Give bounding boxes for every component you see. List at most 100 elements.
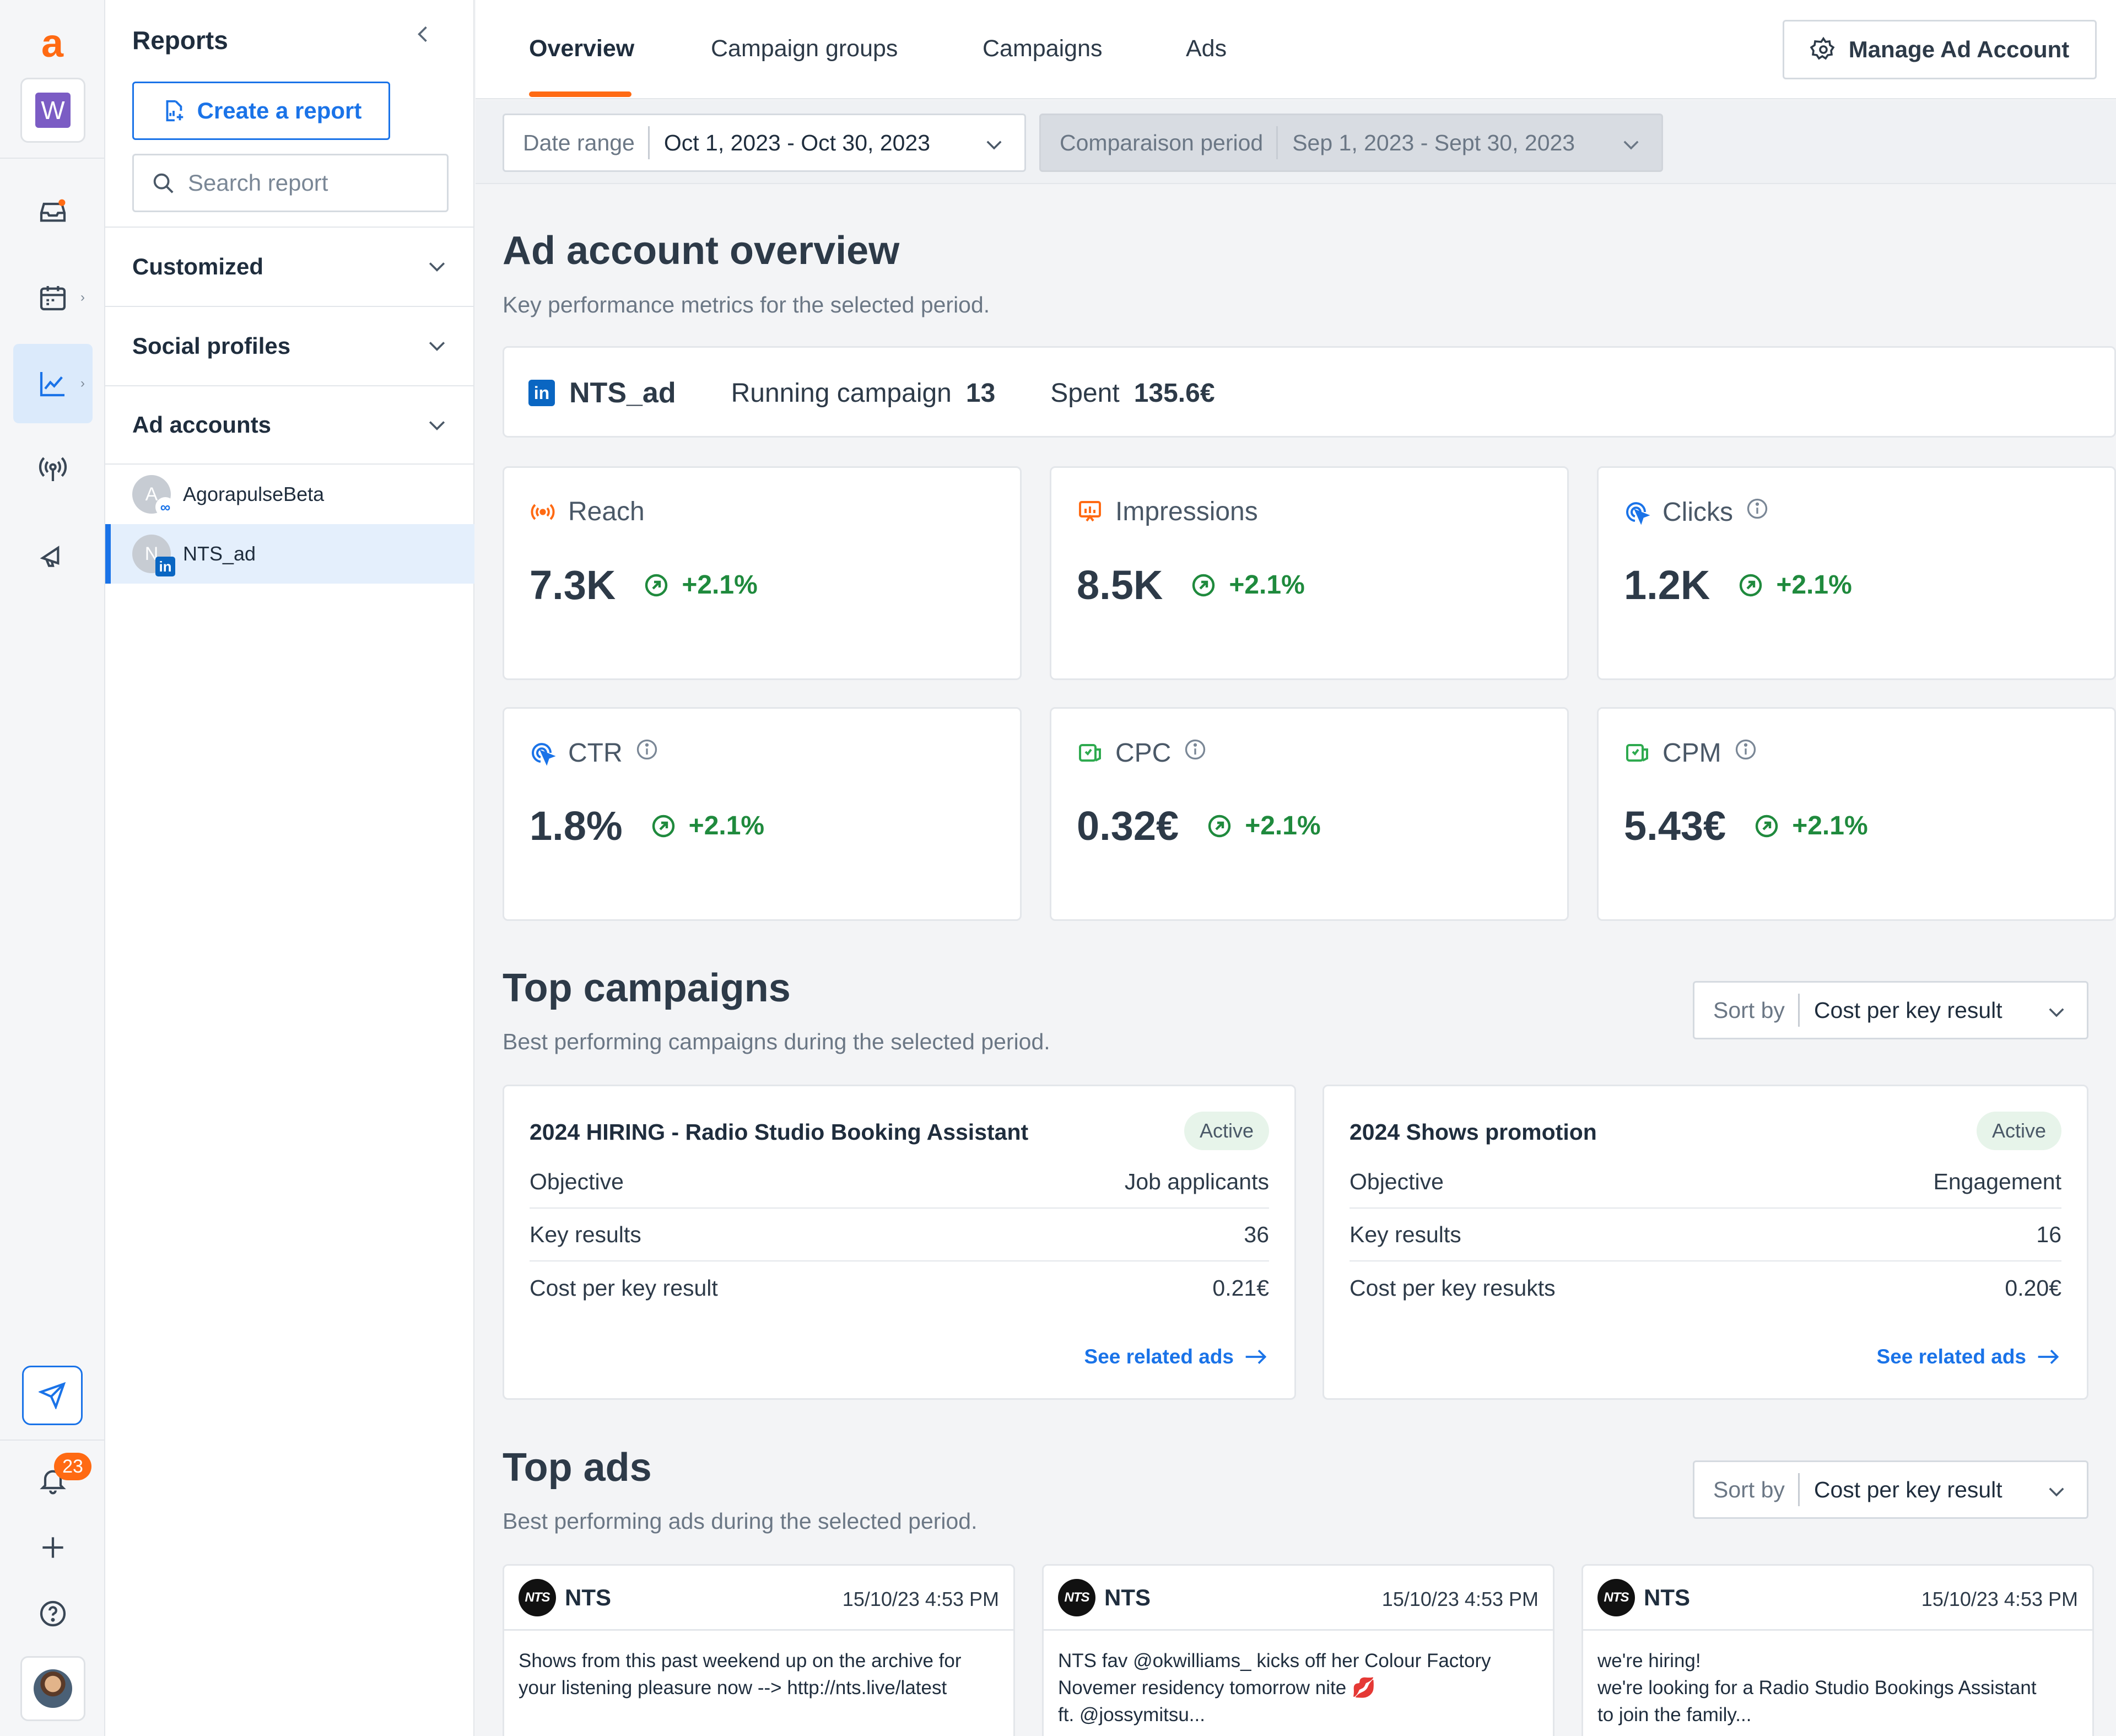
advertising-nav[interactable] <box>13 516 93 595</box>
profile-item-agorapulsebeta[interactable]: A ∞ AgorapulseBeta <box>105 465 474 524</box>
calendar-icon <box>40 286 66 311</box>
row-value: 0.20€ <box>2005 1275 2061 1301</box>
tab-ads[interactable]: Ads <box>1186 35 1227 62</box>
comparison-value: Sep 1, 2023 - Sept 30, 2023 <box>1292 130 1575 155</box>
create-report-button[interactable]: Create a report <box>132 82 390 140</box>
info-icon[interactable] <box>1734 737 1758 768</box>
trend-up-icon <box>1755 815 1778 837</box>
chevron-down-icon <box>425 333 449 363</box>
info-icon[interactable] <box>635 737 659 768</box>
metric-label: CPC <box>1115 738 1172 768</box>
ads-sort-select[interactable]: Sort by Cost per key result <box>1693 1460 2088 1519</box>
ad-timestamp: 15/10/23 4:53 PM <box>1381 1588 1539 1610</box>
inbox-nav[interactable] <box>13 172 93 251</box>
search-icon <box>153 173 174 193</box>
user-avatar[interactable] <box>20 1656 85 1721</box>
collapse-sidebar-button[interactable] <box>411 22 435 53</box>
metric-delta: +2.1% <box>1776 570 1852 600</box>
ad-card[interactable]: NTS NTS 15/10/23 4:53 PM NTS fav @okwill… <box>1042 1564 1554 1736</box>
metric-card-cpm: CPM 5.43€ +2.1% <box>1597 707 2116 921</box>
ad-account-name: NTS <box>565 1584 611 1610</box>
manage-label: Manage Ad Account <box>1848 36 2070 62</box>
top-ads-title: Top ads <box>503 1446 652 1490</box>
ad-text: we're hiring! we're looking for a Radio … <box>1597 1650 2037 1726</box>
sort-label: Sort by <box>1713 994 1800 1027</box>
see-related-ads-link[interactable]: See related ads <box>1877 1345 2061 1368</box>
group-social-profiles[interactable]: Social profiles <box>105 306 474 385</box>
metric-delta: +2.1% <box>1792 811 1868 840</box>
campaign-row: Key results 36 <box>530 1209 1269 1261</box>
tab-campaigns[interactable]: Campaigns <box>983 35 1103 62</box>
link-label: See related ads <box>1876 1345 2026 1368</box>
arrow-right-icon <box>2038 1350 2059 1364</box>
workspace-switcher[interactable]: W <box>20 78 85 143</box>
inbox-icon <box>40 199 66 222</box>
campaign-row: Cost per key resukts 0.20€ <box>1350 1261 2061 1314</box>
comparison-period-select[interactable]: Comparaison period Sep 1, 2023 - Sept 30… <box>1039 114 1663 172</box>
metric-card-reach: Reach 7.3K +2.1% <box>503 466 1022 680</box>
reports-nav[interactable]: › <box>13 344 93 423</box>
group-customized[interactable]: Customized <box>105 227 474 306</box>
meta-icon: ∞ <box>155 497 175 517</box>
compose-button[interactable] <box>22 1366 83 1425</box>
info-icon[interactable] <box>1183 737 1207 768</box>
publishing-nav[interactable]: › <box>13 258 93 337</box>
trend-up-icon <box>1208 815 1231 837</box>
sort-value: Cost per key result <box>1813 1476 2002 1502</box>
chevron-down-icon <box>425 413 449 443</box>
arrow-right-icon <box>1245 1350 1267 1364</box>
listening-nav[interactable] <box>13 430 93 509</box>
tab-campaign-groups[interactable]: Campaign groups <box>711 35 898 62</box>
metric-value: 5.43€ <box>1624 803 1726 849</box>
status-badge: Active <box>1976 1112 2061 1150</box>
help-nav[interactable] <box>13 1574 93 1653</box>
metric-label: Reach <box>568 497 645 526</box>
ad-account-name: NTS <box>1104 1584 1151 1610</box>
tab-overview[interactable]: Overview <box>529 35 635 62</box>
avatar-image <box>34 1669 72 1708</box>
agorapulse-logo[interactable]: a <box>41 21 64 66</box>
campaign-title: 2024 Shows promotion <box>1350 1119 1597 1145</box>
campaign-sort-select[interactable]: Sort by Cost per key result <box>1693 981 2088 1039</box>
metric-label: Clicks <box>1662 497 1733 527</box>
ad-account-name: NTS <box>1644 1584 1690 1610</box>
group-label: Customized <box>132 254 264 279</box>
ad-timestamp: 15/10/23 4:53 PM <box>1921 1588 2078 1610</box>
chart-line-icon <box>40 372 64 397</box>
ad-card[interactable]: NTS NTS 15/10/23 4:53 PM Shows from this… <box>503 1564 1015 1736</box>
see-related-ads-link[interactable]: See related ads <box>1084 1345 1269 1368</box>
reach-icon <box>531 504 555 520</box>
metric-card-clicks: Clicks 1.2K +2.1% <box>1597 466 2116 680</box>
add-nav[interactable] <box>13 1508 93 1587</box>
manage-ad-account-button[interactable]: Manage Ad Account <box>1783 20 2097 79</box>
sort-value: Cost per key result <box>1813 997 2002 1023</box>
spent-value: 135.6€ <box>1133 378 1215 408</box>
running-campaign-label: Running campaign <box>731 378 952 408</box>
row-key: Key results <box>530 1221 641 1247</box>
help-icon <box>40 1600 66 1627</box>
chevron-down-icon <box>425 254 449 284</box>
ad-card[interactable]: NTS NTS 15/10/23 4:53 PM we're hiring! w… <box>1581 1564 2094 1736</box>
search-report-input[interactable]: Search report <box>132 154 449 212</box>
metric-delta: +2.1% <box>688 811 765 840</box>
metric-label: Impressions <box>1115 497 1258 526</box>
info-icon[interactable] <box>1745 497 1769 527</box>
rail-divider <box>0 158 105 159</box>
search-placeholder: Search report <box>188 170 328 196</box>
account-name: NTS_ad <box>569 377 676 409</box>
date-range-value: Oct 1, 2023 - Oct 30, 2023 <box>663 130 931 155</box>
group-ad-accounts[interactable]: Ad accounts <box>105 385 474 465</box>
app-rail: a W › › 23 <box>0 0 105 1736</box>
metric-value: 1.8% <box>530 803 623 849</box>
metric-delta: +2.1% <box>1245 811 1321 840</box>
row-key: Objective <box>1350 1168 1444 1194</box>
row-key: Key results <box>1350 1221 1461 1247</box>
chevron-down-icon <box>2045 1480 2068 1508</box>
date-range-select[interactable]: Date range Oct 1, 2023 - Oct 30, 2023 <box>503 114 1026 172</box>
campaign-row: Cost per key result 0.21€ <box>530 1261 1269 1314</box>
account-summary: in NTS_ad Running campaign 13 Spent 135.… <box>503 346 2116 438</box>
status-badge: Active <box>1184 1112 1269 1150</box>
filter-bar: Date range Oct 1, 2023 - Oct 30, 2023 Co… <box>476 100 2116 184</box>
nts-logo: NTS <box>1058 1578 1095 1616</box>
